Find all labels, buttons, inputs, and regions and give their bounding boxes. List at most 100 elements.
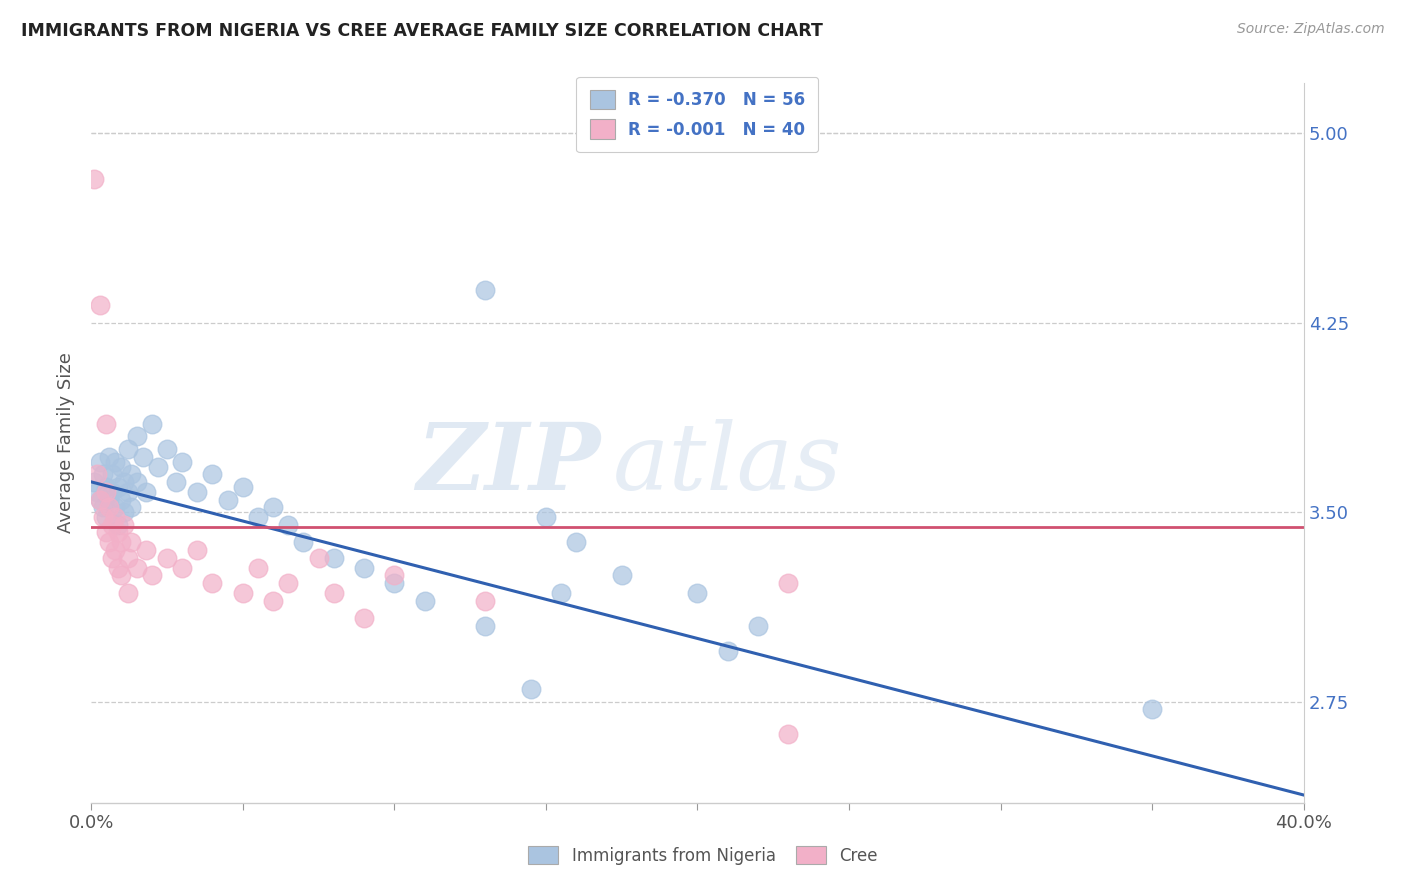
Point (778, 727, 800, 741)
Point (117, 442, 139, 456)
Point (172, 455, 194, 469)
Point (125, 475, 148, 489)
Point (104, 510, 127, 524)
Point (114, 505, 136, 519)
Point (146, 459, 169, 474)
Point (86, 467, 108, 482)
Point (277, 575, 299, 590)
Point (217, 492, 239, 507)
Point (89, 492, 111, 507)
Point (110, 459, 132, 474)
Point (246, 510, 269, 524)
Point (135, 543, 157, 558)
Point (120, 535, 142, 549)
Point (141, 568, 163, 582)
Point (382, 575, 405, 590)
Point (186, 543, 208, 558)
Point (262, 500, 284, 515)
Point (172, 560, 194, 574)
Point (125, 560, 148, 574)
Legend: Immigrants from Nigeria, Cree: Immigrants from Nigeria, Cree (520, 838, 886, 873)
Point (277, 517, 299, 532)
Point (107, 560, 129, 574)
Point (292, 535, 315, 549)
Point (322, 586, 344, 600)
Point (101, 517, 124, 532)
Point (114, 475, 136, 489)
Point (474, 619, 496, 633)
Text: atlas: atlas (613, 419, 842, 509)
Point (117, 586, 139, 600)
Point (98, 535, 121, 549)
Point (131, 450, 153, 464)
Point (201, 467, 224, 482)
Text: IMMIGRANTS FROM NIGERIA VS CREE AVERAGE FAMILY SIZE CORRELATION CHART: IMMIGRANTS FROM NIGERIA VS CREE AVERAGE … (21, 22, 823, 40)
Point (778, 575, 800, 590)
Point (96, 417, 118, 431)
Point (110, 492, 132, 507)
Point (107, 480, 129, 494)
Y-axis label: Average Family Size: Average Family Size (58, 352, 75, 533)
Point (104, 455, 127, 469)
Point (413, 593, 436, 607)
Point (104, 500, 127, 515)
Point (96, 525, 118, 540)
Point (232, 480, 254, 494)
Point (107, 517, 129, 532)
Point (98, 492, 121, 507)
Point (96, 485, 118, 500)
Point (101, 485, 124, 500)
Point (165, 475, 187, 489)
Point (91, 467, 114, 482)
Point (550, 586, 572, 600)
Point (308, 550, 330, 565)
Point (534, 510, 557, 524)
Point (96, 510, 118, 524)
Point (156, 442, 179, 456)
Point (474, 593, 496, 607)
Text: Source: ZipAtlas.com: Source: ZipAtlas.com (1237, 22, 1385, 37)
Point (474, 283, 496, 297)
Point (156, 550, 179, 565)
Point (686, 586, 709, 600)
Point (91, 510, 114, 524)
Point (141, 417, 163, 431)
Point (353, 560, 375, 574)
Point (98, 500, 121, 515)
Point (83, 171, 105, 186)
Point (186, 485, 208, 500)
Point (110, 568, 132, 582)
Point (101, 467, 124, 482)
Point (89, 492, 111, 507)
Point (117, 485, 139, 500)
Point (232, 586, 254, 600)
Point (114, 517, 136, 532)
Point (246, 560, 269, 574)
Point (101, 550, 124, 565)
Point (104, 543, 127, 558)
Point (565, 535, 588, 549)
Point (120, 500, 142, 515)
Legend: R = -0.370   N = 56, R = -0.001   N = 40: R = -0.370 N = 56, R = -0.001 N = 40 (576, 77, 818, 152)
Point (717, 644, 740, 658)
Point (86, 485, 108, 500)
Point (353, 611, 375, 625)
Point (98, 450, 121, 464)
Point (610, 568, 633, 582)
Point (117, 550, 139, 565)
Point (110, 535, 132, 549)
Point (91, 500, 114, 515)
Point (89, 298, 111, 312)
Point (262, 593, 284, 607)
Point (120, 467, 142, 482)
Point (519, 681, 541, 696)
Point (83, 475, 105, 489)
Point (96, 480, 118, 494)
Point (89, 455, 111, 469)
Point (125, 429, 148, 443)
Point (107, 525, 129, 540)
Point (135, 485, 157, 500)
Point (1140, 702, 1163, 716)
Text: ZIP: ZIP (416, 419, 600, 509)
Point (201, 575, 224, 590)
